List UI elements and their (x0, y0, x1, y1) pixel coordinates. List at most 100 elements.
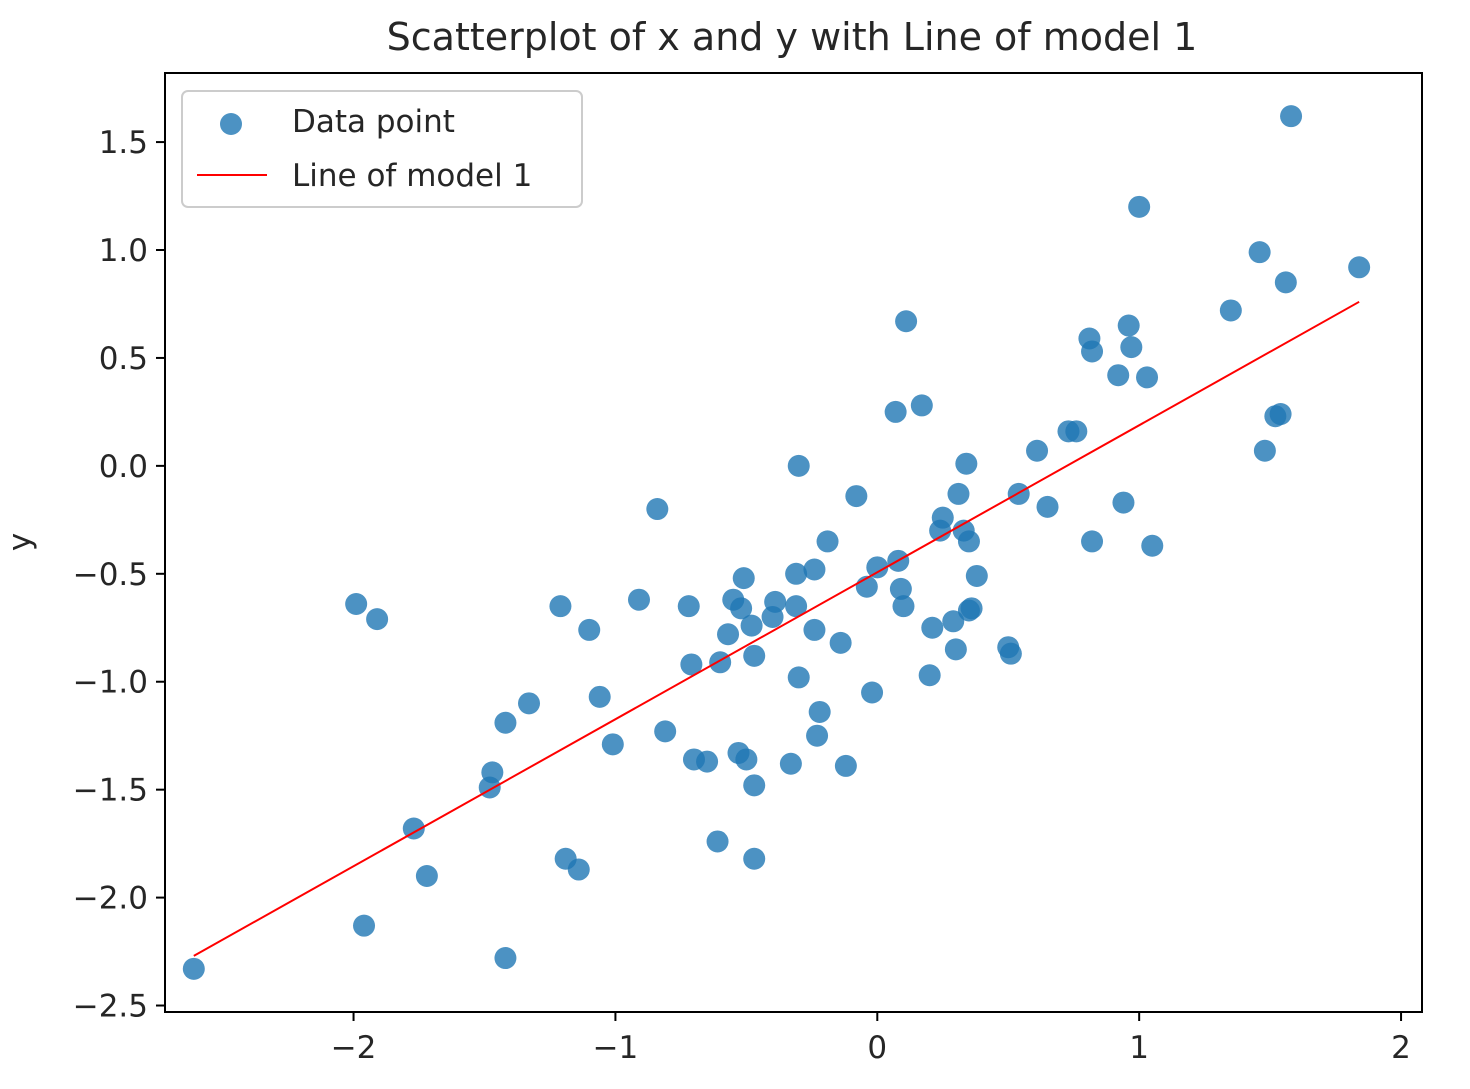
data-point (999, 642, 1022, 665)
legend-label-model-line: Line of model 1 (292, 158, 532, 194)
data-point (578, 618, 601, 641)
data-point (732, 567, 755, 590)
data-point (1274, 271, 1297, 294)
data-point (1219, 299, 1242, 322)
data-point (182, 957, 205, 980)
x-tick-label: 2 (1391, 1030, 1411, 1066)
data-point (743, 774, 766, 797)
data-point (785, 595, 808, 618)
data-point (1128, 195, 1151, 218)
data-point (567, 858, 590, 881)
data-point (955, 452, 978, 475)
data-point (1120, 336, 1143, 359)
y-tick-label: −2.5 (73, 989, 148, 1025)
data-point (1248, 241, 1271, 264)
data-point (1269, 403, 1292, 426)
legend-box (181, 90, 583, 208)
data-point (1136, 366, 1159, 389)
chart-title: Scatterplot of x and y with Line of mode… (387, 15, 1198, 59)
data-point (884, 400, 907, 423)
data-point (677, 595, 700, 618)
data-point (1107, 364, 1130, 387)
data-point (735, 748, 758, 771)
data-point (1026, 439, 1049, 462)
data-point (743, 847, 766, 870)
y-tick-label: 1.0 (99, 233, 148, 269)
data-point (895, 310, 918, 333)
y-tick-label: −1.5 (73, 773, 148, 809)
y-axis: −2.5 −2.0 −1.5 −1.0 −0.5 0.0 0.5 1.0 1.5 (73, 125, 165, 1025)
data-point (1141, 534, 1164, 557)
data-point (861, 681, 884, 704)
data-point (918, 664, 941, 687)
data-point (834, 754, 857, 777)
data-point (680, 653, 703, 676)
data-point (696, 750, 719, 773)
data-point (730, 597, 753, 620)
data-point (806, 724, 829, 747)
x-tick-label: 1 (1129, 1030, 1149, 1066)
data-point (779, 752, 802, 775)
data-point (654, 720, 677, 743)
data-point (1081, 530, 1104, 553)
y-tick-label: −1.0 (73, 665, 148, 701)
data-point (957, 530, 980, 553)
legend-label-data-point: Data point (292, 104, 455, 140)
y-tick-label: −0.5 (73, 557, 148, 593)
data-point (518, 692, 541, 715)
data-point (785, 562, 808, 585)
model-line (193, 300, 1360, 957)
y-axis-label: y (2, 533, 38, 551)
plot-marks (182, 105, 1371, 980)
data-point (1112, 491, 1135, 514)
data-point (717, 623, 740, 646)
data-point (706, 830, 729, 853)
data-point (1081, 340, 1104, 363)
data-point (345, 593, 368, 616)
data-point (1117, 314, 1140, 337)
data-point (415, 865, 438, 888)
data-point (1253, 439, 1276, 462)
data-point (931, 506, 954, 529)
data-point (588, 685, 611, 708)
data-point (816, 530, 839, 553)
data-point (1348, 256, 1371, 279)
x-tick-label: −1 (593, 1030, 639, 1066)
data-point (947, 482, 970, 505)
data-point (353, 914, 376, 937)
data-point (787, 666, 810, 689)
data-point (1065, 420, 1088, 443)
data-point (829, 631, 852, 654)
data-point (866, 556, 889, 579)
plot-frame (164, 72, 1423, 1013)
data-point (803, 558, 826, 581)
data-point (402, 817, 425, 840)
legend-marker-data-point (220, 113, 242, 135)
data-point (889, 577, 912, 600)
data-point (740, 614, 763, 637)
data-point (764, 590, 787, 613)
data-point (549, 595, 572, 618)
data-point (646, 498, 669, 521)
data-point (965, 564, 988, 587)
x-tick-label: −2 (331, 1030, 377, 1066)
data-point (627, 588, 650, 611)
data-point (910, 394, 933, 417)
data-point (743, 644, 766, 667)
data-point (808, 700, 831, 723)
x-axis: −2 −1 0 1 2 (331, 1012, 1411, 1066)
data-point (494, 711, 517, 734)
data-point (366, 608, 389, 631)
legend: Data point Line of model 1 (181, 90, 583, 208)
y-tick-label: 0.5 (99, 341, 148, 377)
data-point (1280, 105, 1303, 128)
data-point (921, 616, 944, 639)
data-point (1036, 495, 1059, 518)
y-tick-label: −2.0 (73, 881, 148, 917)
data-point (803, 618, 826, 641)
data-point (787, 454, 810, 477)
y-tick-label: 0.0 (99, 449, 148, 485)
data-point (944, 638, 967, 661)
